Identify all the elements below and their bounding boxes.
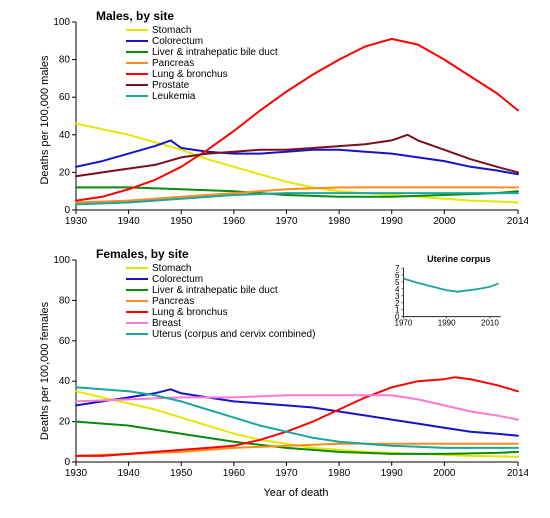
svg-text:1970: 1970 <box>275 216 298 227</box>
svg-text:60: 60 <box>59 336 71 347</box>
svg-text:2000: 2000 <box>433 216 456 227</box>
legend-label: Stomach <box>152 263 191 274</box>
svg-text:1940: 1940 <box>117 216 140 227</box>
svg-text:100: 100 <box>53 17 70 28</box>
inset-series <box>403 279 498 292</box>
top-panel-title: Males, by site <box>96 9 174 23</box>
series-colorectum <box>76 140 518 174</box>
svg-text:1960: 1960 <box>223 216 246 227</box>
svg-text:60: 60 <box>59 92 71 103</box>
bottom-chart-svg: Females, by site Deaths per 100,000 fema… <box>36 246 528 500</box>
bottom-panel-title: Females, by site <box>96 247 189 261</box>
legend-label: Uterus (corpus and cervix combined) <box>152 329 315 340</box>
bottom-legend: StomachColorectumLiver & intrahepatic bi… <box>126 263 315 340</box>
legend-label: Pancreas <box>152 58 194 69</box>
bottom-plot <box>76 377 518 457</box>
svg-text:2014: 2014 <box>507 216 528 227</box>
legend-label: Lung & bronchus <box>152 307 228 318</box>
svg-text:20: 20 <box>59 417 71 428</box>
bottom-y-axis-title: Deaths per 100,000 females <box>39 301 51 440</box>
svg-text:2014: 2014 <box>507 468 528 479</box>
svg-text:1980: 1980 <box>328 468 351 479</box>
legend-label: Colorectum <box>152 274 203 285</box>
legend-label: Leukemia <box>152 91 196 102</box>
svg-text:1930: 1930 <box>65 468 88 479</box>
legend-label: Liver & intrahepatic bile duct <box>152 47 278 58</box>
top-chart-svg: Males, by site Deaths per 100,000 males … <box>36 8 528 232</box>
svg-text:1960: 1960 <box>223 468 246 479</box>
svg-text:2010: 2010 <box>481 319 499 328</box>
svg-text:2000: 2000 <box>433 468 456 479</box>
svg-text:0: 0 <box>64 205 70 216</box>
svg-text:20: 20 <box>59 167 71 178</box>
svg-text:1970: 1970 <box>275 468 298 479</box>
svg-text:7: 7 <box>395 264 400 273</box>
svg-text:40: 40 <box>59 130 71 141</box>
legend-label: Colorectum <box>152 36 203 47</box>
svg-text:0: 0 <box>64 457 70 468</box>
legend-label: Lung & bronchus <box>152 69 228 80</box>
svg-text:1980: 1980 <box>328 216 351 227</box>
svg-text:40: 40 <box>59 376 71 387</box>
svg-text:1930: 1930 <box>65 216 88 227</box>
legend-label: Liver & intrahepatic bile duct <box>152 285 278 296</box>
svg-text:1990: 1990 <box>438 319 456 328</box>
svg-text:100: 100 <box>53 255 70 266</box>
inset-chart: Uterine corpus01234567197019902010 <box>395 254 501 328</box>
inset-title: Uterine corpus <box>427 254 491 264</box>
legend-label: Stomach <box>152 25 191 36</box>
svg-text:1990: 1990 <box>381 468 404 479</box>
x-axis-title: Year of death <box>263 487 328 499</box>
top-y-axis-title: Deaths per 100,000 males <box>39 55 51 185</box>
series-liver <box>76 422 518 454</box>
svg-text:1970: 1970 <box>395 319 413 328</box>
legend-label: Pancreas <box>152 296 194 307</box>
bottom-panel: Females, by site Deaths per 100,000 fema… <box>36 246 528 500</box>
svg-text:1950: 1950 <box>170 216 193 227</box>
top-legend: StomachColorectumLiver & intrahepatic bi… <box>126 25 278 102</box>
svg-text:1940: 1940 <box>117 468 140 479</box>
series-uterus <box>76 387 518 448</box>
top-panel: Males, by site Deaths per 100,000 males … <box>36 8 528 232</box>
svg-text:1990: 1990 <box>381 216 404 227</box>
legend-label: Breast <box>152 318 181 329</box>
series-prostate <box>76 135 518 176</box>
svg-text:1950: 1950 <box>170 468 193 479</box>
legend-label: Prostate <box>152 80 190 91</box>
svg-text:80: 80 <box>59 55 71 66</box>
svg-text:80: 80 <box>59 295 71 306</box>
